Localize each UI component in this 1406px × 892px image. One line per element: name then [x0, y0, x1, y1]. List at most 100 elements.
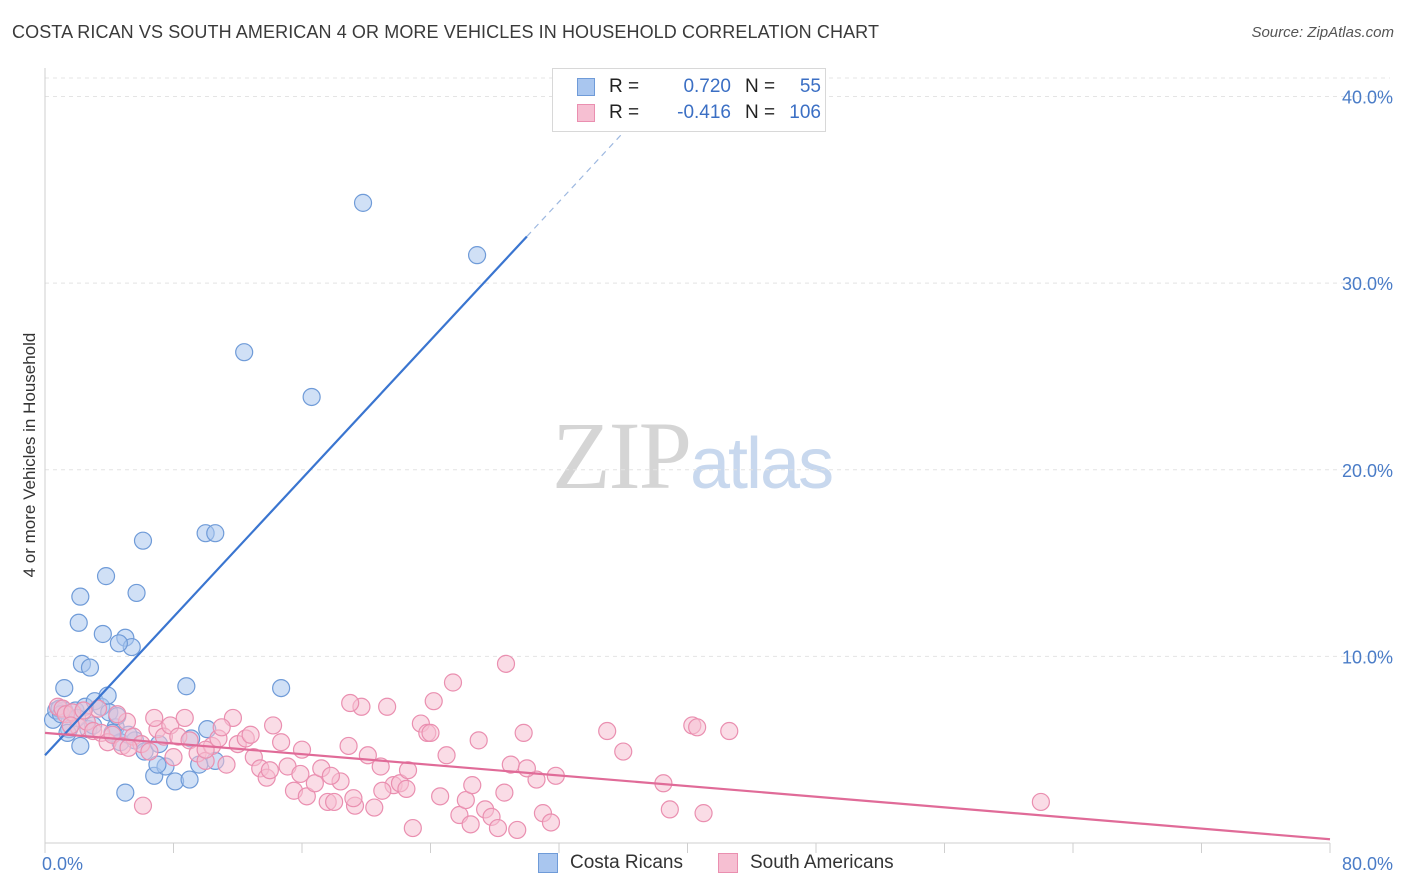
legend-r-value: 0.720: [683, 76, 731, 97]
legend-row-south-americans: R = -0.416 N = 106: [577, 101, 821, 125]
south-americans-point: [421, 723, 440, 742]
series-legend-south-americans[interactable]: South Americans: [718, 852, 894, 874]
costa-ricans-point: [80, 658, 100, 677]
south-americans-point: [463, 776, 482, 795]
legend-row-costa-ricans: R = 0.720 N = 55: [577, 75, 821, 99]
south-americans-point: [341, 693, 360, 713]
south-americans-point: [196, 740, 215, 759]
south-americans-point: [373, 781, 392, 800]
legend-n-value: 106: [789, 102, 821, 123]
costa-ricans-point: [133, 531, 153, 550]
series-label: South Americans: [750, 852, 894, 873]
south-americans-point: [297, 787, 316, 806]
south-americans-point: [461, 815, 480, 834]
y-tick-label: 20.0%: [1342, 461, 1393, 481]
south-americans-point: [403, 818, 422, 838]
south-americans-point: [469, 731, 488, 750]
y-tick-label: 10.0%: [1342, 647, 1393, 667]
legend-n-value: 55: [799, 76, 821, 97]
costa-ricans-point: [71, 736, 90, 756]
south-americans-point: [145, 708, 164, 728]
south-americans-point: [598, 721, 617, 741]
south-americans-point: [263, 716, 283, 735]
costa-ricans-point: [69, 613, 88, 632]
y-tick-label: 40.0%: [1342, 88, 1393, 108]
south-americans-point: [378, 697, 397, 716]
south-americans-point: [272, 733, 291, 752]
south-americans-point: [344, 789, 363, 808]
south-americans-point: [431, 787, 450, 806]
south-americans-trendline: [44, 731, 1331, 841]
costa-ricans-point: [96, 567, 116, 586]
costa-ricans-point: [93, 624, 112, 644]
south-americans-point: [175, 708, 194, 728]
south-americans-point: [443, 673, 463, 692]
costa-ricans-point: [109, 634, 128, 653]
south-americans-point: [720, 721, 739, 741]
south-americans-point: [119, 738, 138, 757]
costa-ricans-point: [148, 755, 167, 774]
south-americans-point: [437, 746, 456, 765]
south-americans-point: [424, 692, 443, 711]
costa-ricans-trendline: [44, 235, 528, 757]
south-americans-point: [365, 798, 384, 817]
costa-ricans-point: [272, 679, 291, 698]
south-americans-point: [371, 757, 390, 776]
legend-r-label: R =: [609, 102, 640, 123]
watermark-zip: ZIP: [552, 402, 692, 509]
south-americans-point: [325, 792, 344, 812]
south-americans-point: [488, 818, 508, 838]
costa-ricans-point: [235, 343, 254, 362]
south-americans-point: [398, 761, 418, 780]
south-americans-point: [694, 804, 713, 823]
legend-r-label: R =: [609, 76, 640, 97]
costa-ricans-point: [127, 583, 146, 603]
watermark: ZIPatlas: [552, 400, 834, 511]
south-americans-point: [241, 725, 260, 744]
legend-n-label: N =: [745, 76, 776, 97]
costa-ricans-point: [116, 783, 135, 802]
costa-ricans-point: [302, 387, 321, 407]
south-americans-point: [495, 783, 514, 802]
south-americans-point: [260, 761, 279, 780]
correlation-legend: R = 0.720 N = 55 R = -0.416 N = 106: [552, 68, 826, 132]
x-tick-label: 80.0%: [1342, 854, 1393, 874]
south-americans-point: [688, 718, 707, 737]
south-americans-point: [541, 813, 561, 832]
south-americans-point: [614, 742, 633, 761]
costa-ricans-point: [467, 246, 487, 265]
south-americans-point: [140, 742, 159, 761]
series-swatch-south-americans: [718, 853, 738, 873]
south-americans-point: [164, 748, 183, 767]
costa-ricans-trendline-extension: [526, 114, 640, 237]
legend-swatch-south-americans: [577, 104, 595, 122]
south-americans-point: [74, 701, 93, 720]
watermark-atlas: atlas: [690, 424, 834, 504]
costa-ricans-point: [55, 679, 74, 698]
source-credit: Source: ZipAtlas.com: [1251, 24, 1394, 41]
series-legend: Costa Ricans South Americans: [0, 852, 1406, 878]
south-americans-point: [508, 820, 527, 840]
legend-swatch-costa-ricans: [577, 78, 595, 96]
chart-title: COSTA RICAN VS SOUTH AMERICAN 4 OR MORE …: [12, 22, 880, 42]
south-americans-point: [496, 654, 516, 673]
costa-ricans-point: [71, 587, 90, 606]
south-americans-point: [108, 705, 127, 724]
south-americans-point: [397, 779, 416, 798]
south-americans-point: [1031, 792, 1050, 812]
south-americans-point: [321, 766, 341, 785]
south-americans-point: [212, 718, 231, 737]
south-americans-point: [339, 736, 358, 756]
south-americans-point: [514, 723, 533, 742]
costa-ricans-point: [180, 770, 199, 789]
series-legend-costa-ricans[interactable]: Costa Ricans: [538, 852, 683, 874]
south-americans-point: [133, 796, 153, 815]
x-tick-label: 0.0%: [42, 854, 83, 874]
series-swatch-costa-ricans: [538, 853, 558, 873]
south-americans-point: [660, 800, 679, 819]
legend-r-value: -0.416: [677, 102, 731, 123]
costa-ricans-point: [177, 677, 196, 696]
y-tick-label: 30.0%: [1342, 274, 1393, 294]
costa-ricans-point: [353, 193, 373, 212]
